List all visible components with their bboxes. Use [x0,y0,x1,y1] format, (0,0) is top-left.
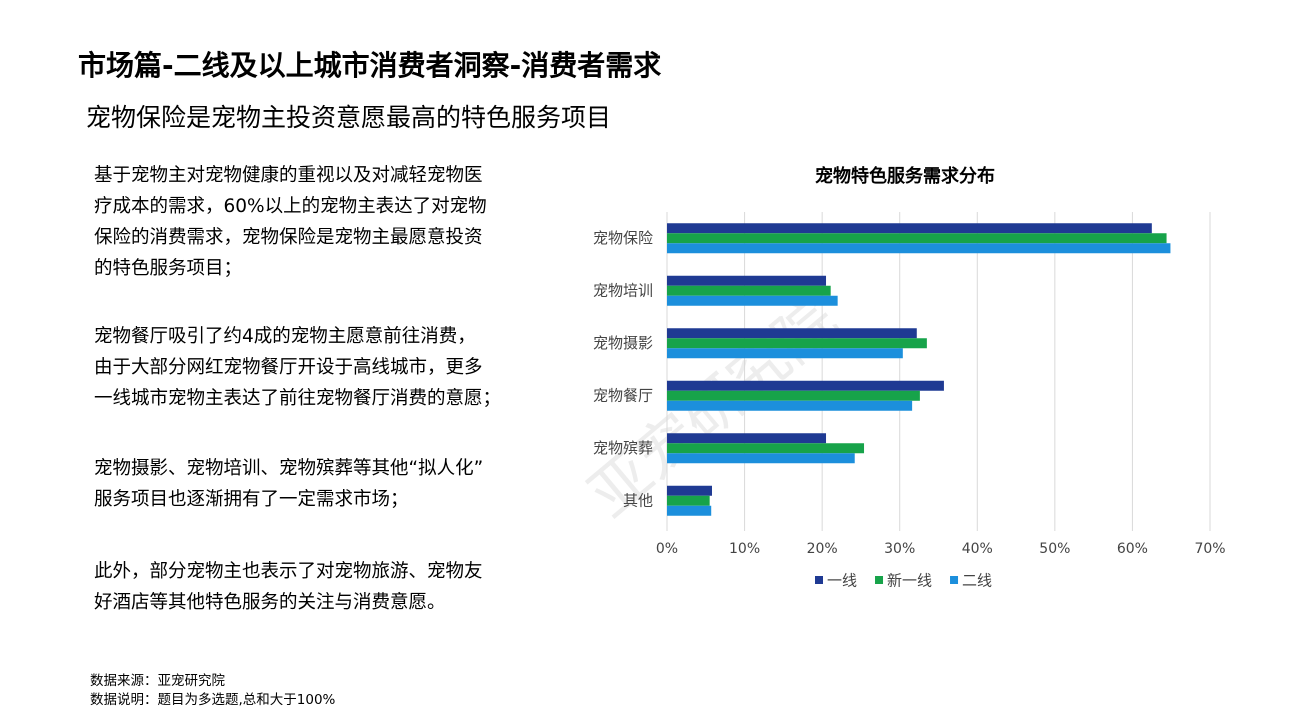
text-line: 疗成本的需求，60%以上的宠物主表达了对宠物 [94,196,487,217]
x-tick-label: 10% [729,541,760,557]
y-tick-label: 宠物培训 [593,281,653,299]
legend-label: 一线 [827,572,857,590]
text-line: 好酒店等其他特色服务的关注与消费意愿。 [94,592,446,613]
text-line: 一线城市宠物主表达了前往宠物餐厅消费的意愿； [94,388,502,409]
page-title: 市场篇-二线及以上城市消费者洞察-消费者需求 [78,49,662,82]
bar [667,338,927,349]
text-line: 此外，部分宠物主也表示了对宠物旅游、宠物友 [94,561,483,582]
chart-title: 宠物特色服务需求分布 [815,165,995,187]
y-tick-label: 宠物保险 [593,229,653,247]
x-tick-label: 30% [884,541,915,557]
text-line: 的特色服务项目； [94,258,243,279]
legend-swatch [950,576,959,584]
bar [667,275,827,286]
bar [667,328,917,339]
x-tick-label: 40% [962,541,993,557]
y-tick-label: 宠物殡葬 [593,439,653,457]
bar [667,505,712,516]
text-line: 服务项目也逐渐拥有了一定需求市场； [94,489,409,510]
bar [667,433,827,444]
bar [667,233,1167,244]
legend-label: 二线 [962,572,992,590]
x-tick-label: 0% [656,541,678,557]
y-tick-label: 宠物摄影 [593,334,653,352]
paragraph: 宠物餐厅吸引了约4成的宠物主愿意前往消费， 由于大部分网红宠物餐厅开设于高线城市，… [94,321,501,414]
bar [667,380,944,391]
text-line: 基于宠物主对宠物健康的重视以及对减轻宠物医 [94,165,483,186]
bar [667,348,903,359]
paragraph: 基于宠物主对宠物健康的重视以及对减轻宠物医 疗成本的需求，60%以上的宠物主表达了… [94,160,487,284]
note: 数据来源：亚宠研究院 [90,673,225,689]
y-tick-label: 其他 [623,491,653,509]
x-tick-label: 20% [807,541,838,557]
bar [667,485,712,496]
text-line: 由于大部分网红宠物餐厅开设于高线城市，更多 [94,357,483,378]
bar [667,495,710,506]
legend-label: 新一线 [887,572,932,590]
bar [667,223,1152,234]
bar [667,243,1171,254]
bar [667,390,920,401]
bar [667,285,831,296]
y-tick-label: 宠物餐厅 [593,386,653,404]
bar [667,400,913,411]
page-subtitle: 宠物保险是宠物主投资意愿最高的特色服务项目 [86,103,612,132]
text-line: 保险的消费需求，宠物保险是宠物主最愿意投资 [94,227,483,248]
x-tick-label: 50% [1039,541,1070,557]
note: 数据说明：题目为多选题,总和大于100% [90,692,336,708]
bar [667,295,838,306]
legend-swatch [875,576,884,584]
x-tick-label: 70% [1194,541,1225,557]
x-tick-label: 60% [1117,541,1148,557]
legend-swatch [815,576,823,584]
text-line: 宠物餐厅吸引了约4成的宠物主愿意前往消费， [94,326,476,347]
bar [667,443,865,454]
paragraph: 宠物摄影、宠物培训、宠物殡葬等其他“拟人化” 服务项目也逐渐拥有了一定需求市场； [94,453,483,515]
bar [667,453,855,464]
paragraph: 此外，部分宠物主也表示了对宠物旅游、宠物友 好酒店等其他特色服务的关注与消费意愿。 [94,556,483,618]
text-line: 宠物摄影、宠物培训、宠物殡葬等其他“拟人化” [94,458,484,479]
